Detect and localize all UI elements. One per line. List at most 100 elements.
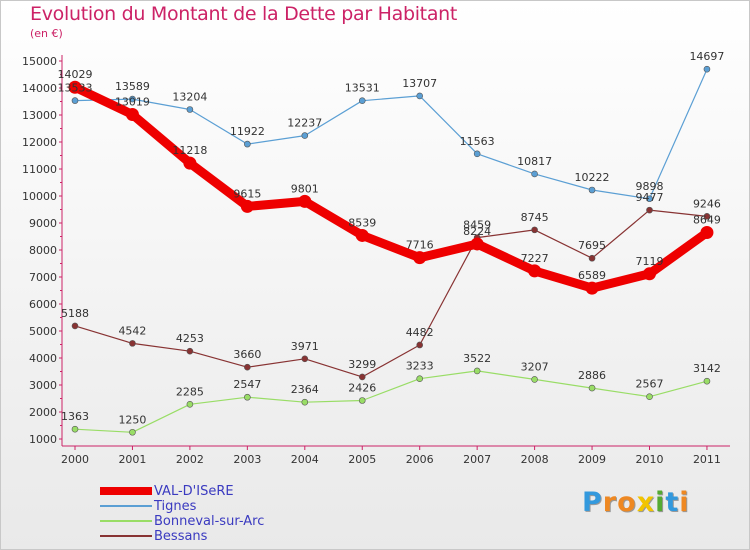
series-line-bessans <box>74 209 708 378</box>
series-line-tignes <box>74 68 708 200</box>
data-label-bonneval-sur-arc: 3142 <box>693 362 721 375</box>
data-label-bonneval-sur-arc: 1363 <box>61 410 89 423</box>
data-point-val-d-isere <box>298 194 312 208</box>
x-tick-label: 2003 <box>233 453 261 466</box>
data-label-tignes: 13204 <box>172 90 207 103</box>
y-tick-label: 4000 <box>29 352 57 365</box>
data-point-bessans <box>588 254 596 262</box>
logo-letter: o <box>617 487 637 518</box>
data-point-tignes <box>244 140 251 148</box>
data-label-tignes: 13531 <box>345 82 380 95</box>
x-tick-label: 2010 <box>636 453 664 466</box>
legend-label-val-disere: VAL-D'ISeRE <box>154 484 234 499</box>
data-point-bessans <box>129 340 136 347</box>
data-point-bonneval-sur-arc <box>646 393 653 400</box>
proxiti-logo: Proxiti <box>582 487 690 518</box>
legend-label-bessans: Bessans <box>154 529 208 544</box>
data-label-bessans: 5188 <box>61 307 89 320</box>
data-point-bessans <box>416 341 424 349</box>
data-point-tignes <box>358 97 366 104</box>
data-point-bessans <box>244 363 251 371</box>
data-label-val-d-isere: 7716 <box>406 239 434 252</box>
data-point-val-d-isere <box>240 199 254 213</box>
x-tick-label: 2007 <box>463 453 491 466</box>
x-tick-label: 2004 <box>291 453 319 466</box>
y-tick-label: 13000 <box>22 109 57 122</box>
series-line-bonneval-sur-arc <box>74 370 708 433</box>
legend-label-bonneval-sur-arc: Bonneval-sur-Arc <box>154 514 265 529</box>
data-point-tignes <box>416 92 424 100</box>
data-point-bessans <box>186 347 194 355</box>
data-point-bonneval-sur-arc <box>244 393 251 401</box>
series-line-val-d-isere <box>70 82 712 293</box>
line-chart: 1000 2000 3000 4000 5000 6000 7000 8000 9000 1000… <box>22 50 730 466</box>
data-label-bonneval-sur-arc: 1250 <box>118 413 146 426</box>
data-label-bessans: 4253 <box>176 332 204 345</box>
data-point-tignes <box>646 195 653 203</box>
data-point-val-d-isere <box>528 264 542 278</box>
data-label-val-d-isere: 7227 <box>521 252 549 265</box>
y-tick-label: 1000 <box>29 433 57 446</box>
data-point-tignes <box>703 65 711 73</box>
data-label-tignes: 14697 <box>689 50 724 63</box>
x-tick-label: 2005 <box>348 453 376 466</box>
legend-swatch-bessans <box>100 535 152 537</box>
legend-swatch-bonneval-sur-arc <box>100 520 152 522</box>
data-point-tignes <box>129 95 136 103</box>
data-point-val-d-isere <box>413 251 427 265</box>
y-tick-label: 5000 <box>29 325 57 338</box>
data-point-val-d-isere <box>68 80 82 94</box>
legend-label-tignes: Tignes <box>154 499 197 514</box>
data-point-bessans <box>358 373 366 381</box>
x-tick-label: 2000 <box>61 453 89 466</box>
data-label-val-d-isere: 11218 <box>172 144 207 157</box>
data-label-tignes: 11563 <box>460 135 495 148</box>
data-label-val-d-isere: 9801 <box>291 182 319 195</box>
data-label-val-d-isere: 8224 <box>463 225 491 238</box>
data-point-val-d-isere <box>125 107 139 121</box>
x-tick-label: 2001 <box>118 453 146 466</box>
data-point-bessans <box>71 322 79 330</box>
data-label-tignes: 12237 <box>287 117 322 130</box>
data-point-bonneval-sur-arc <box>129 428 136 436</box>
logo-letter: t <box>665 487 680 518</box>
data-label-tignes: 13707 <box>402 77 437 90</box>
data-label-bonneval-sur-arc: 2285 <box>176 385 204 398</box>
data-point-bonneval-sur-arc <box>71 425 79 433</box>
chart-subtitle: (en €) <box>30 27 63 40</box>
data-point-val-d-isere <box>700 225 714 239</box>
y-tick-label: 2000 <box>29 406 57 419</box>
data-label-tignes: 10222 <box>575 171 610 184</box>
y-tick-label: 15000 <box>22 55 57 68</box>
data-label-bonneval-sur-arc: 2547 <box>233 378 261 391</box>
data-label-bonneval-sur-arc: 2426 <box>348 381 376 394</box>
data-point-val-d-isere <box>355 228 369 242</box>
data-label-bessans: 9477 <box>636 191 664 204</box>
data-label-bonneval-sur-arc: 3207 <box>521 360 549 373</box>
y-tick-label: 10000 <box>22 190 57 203</box>
data-label-bessans: 8459 <box>463 219 491 232</box>
data-point-bessans <box>646 206 653 214</box>
logo-letter: P <box>582 487 603 518</box>
data-label-tignes: 13589 <box>115 80 150 93</box>
logo-letter: x <box>636 487 656 518</box>
y-tick-label: 12000 <box>22 136 57 149</box>
data-point-bonneval-sur-arc <box>186 401 194 408</box>
data-label-bessans: 8745 <box>521 211 549 224</box>
data-label-bessans: 3660 <box>233 348 261 361</box>
data-label-val-d-isere: 6589 <box>578 269 606 282</box>
data-point-bonneval-sur-arc <box>703 377 711 385</box>
data-point-bonneval-sur-arc <box>531 376 538 383</box>
data-label-bessans: 4542 <box>118 324 146 337</box>
data-point-tignes <box>588 186 596 194</box>
data-label-tignes: 13533 <box>58 82 93 95</box>
data-point-tignes <box>473 150 481 158</box>
data-label-bessans: 3971 <box>291 340 319 353</box>
y-tick-label: 3000 <box>29 379 57 392</box>
y-tick-label: 6000 <box>29 298 57 311</box>
data-label-val-d-isere: 7119 <box>636 255 664 268</box>
data-label-bonneval-sur-arc: 2886 <box>578 369 606 382</box>
logo-letter: i <box>655 487 666 518</box>
data-label-val-d-isere: 9615 <box>233 187 261 200</box>
